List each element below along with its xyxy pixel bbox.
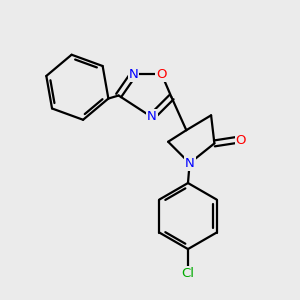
Text: O: O [236, 134, 246, 147]
Text: N: N [129, 68, 138, 80]
Text: N: N [147, 110, 157, 124]
Text: O: O [156, 68, 167, 80]
Text: Cl: Cl [182, 267, 194, 280]
Text: N: N [185, 157, 194, 170]
